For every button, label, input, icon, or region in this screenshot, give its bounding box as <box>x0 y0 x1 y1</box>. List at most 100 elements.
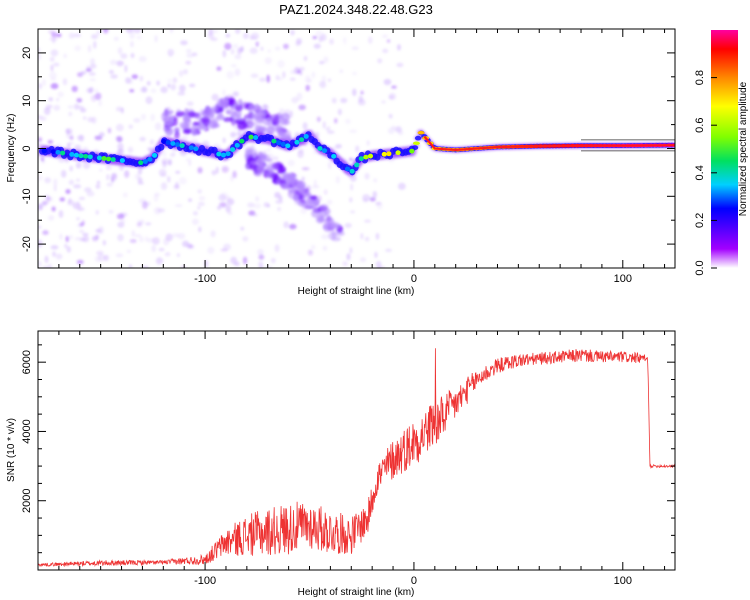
noise-blob <box>272 156 279 161</box>
noise-blob <box>250 73 259 78</box>
noise-blob <box>157 208 166 213</box>
x-tick-label: -100 <box>194 273 216 285</box>
noise-blob <box>102 29 109 34</box>
noise-blob <box>225 33 231 38</box>
noise-blob <box>88 72 96 76</box>
lower-branch-blob <box>304 191 312 197</box>
noise-blob <box>69 165 73 172</box>
noise-blob <box>95 184 101 189</box>
noise-blob <box>234 68 241 76</box>
x-tick-label: 0 <box>411 575 417 587</box>
noise-blob <box>91 34 99 40</box>
noise-blob <box>290 69 296 75</box>
spectrogram-noise-cloud <box>38 29 406 268</box>
ridge-core-blob <box>411 145 419 151</box>
noise-blob <box>115 135 122 142</box>
noise-blob <box>139 136 146 142</box>
ridge-peak-blob <box>87 154 93 160</box>
noise-blob <box>76 135 84 141</box>
noise-blob <box>46 196 51 202</box>
noise-blob <box>183 69 188 75</box>
noise-blob <box>255 196 260 202</box>
noise-blob <box>124 64 128 73</box>
noise-blob <box>128 124 134 129</box>
noise-blob <box>110 74 118 79</box>
noise-blob <box>48 215 55 221</box>
noise-blob <box>180 40 188 46</box>
colorbar-tick-label: 0.8 <box>694 70 706 85</box>
noise-blob <box>53 62 60 67</box>
noise-blob <box>325 126 331 132</box>
lower-branch-blob <box>248 163 259 171</box>
x-tick-label: -100 <box>194 575 216 587</box>
noise-blob <box>267 204 271 208</box>
lower-branch-blob <box>335 230 345 236</box>
noise-blob <box>322 245 328 251</box>
noise-blob <box>102 240 107 246</box>
noise-blob <box>95 210 99 215</box>
noise-blob <box>108 209 114 214</box>
ridge-peak-blob <box>381 151 387 157</box>
upper-branch-blob <box>175 111 186 117</box>
y-tick-label: 20 <box>21 47 33 59</box>
noise-blob <box>65 189 71 194</box>
noise-blob <box>177 232 186 240</box>
noise-blob <box>369 196 376 202</box>
noise-blob <box>211 170 217 176</box>
noise-blob <box>185 157 192 162</box>
ridge-peak-blob <box>220 152 227 158</box>
noise-blob <box>258 254 265 260</box>
noise-blob <box>38 83 42 90</box>
noise-blob <box>382 48 389 54</box>
noise-blob <box>175 170 181 174</box>
noise-blob <box>282 71 286 79</box>
upper-branch-blob <box>216 98 224 107</box>
noise-blob <box>161 157 170 165</box>
lower-branch-blob <box>301 201 310 209</box>
noise-blob <box>94 88 99 93</box>
noise-blob <box>98 99 103 107</box>
snr-panel: -100 0 100 2000 4000 6000 Height of straight … <box>6 330 676 598</box>
noise-blob <box>106 173 110 181</box>
noise-blob <box>51 206 56 212</box>
y-tick-label: -20 <box>21 236 33 252</box>
noise-blob <box>364 219 371 223</box>
noise-blob <box>88 87 93 94</box>
noise-blob <box>144 236 149 242</box>
ridge-peak-blob <box>294 139 300 145</box>
noise-blob <box>251 32 259 40</box>
noise-blob <box>42 79 46 87</box>
noise-blob <box>124 170 130 178</box>
noise-blob <box>391 125 395 130</box>
lower-branch-blob <box>256 164 265 173</box>
ridge-peak-blob <box>253 135 259 140</box>
spectrogram-x-axis-label: Height of straight line (km) <box>298 286 415 297</box>
noise-blob <box>76 217 80 221</box>
noise-blob <box>396 44 401 51</box>
colorbar-tick-label: 0.0 <box>694 260 706 275</box>
noise-blob <box>59 197 66 202</box>
noise-blob <box>115 123 124 132</box>
ridge-peak-blob <box>50 149 57 155</box>
upper-branch-blob <box>199 124 204 130</box>
noise-blob <box>120 219 126 224</box>
noise-blob <box>170 83 176 91</box>
noise-blob <box>232 43 239 49</box>
noise-blob <box>362 198 369 203</box>
noise-blob <box>50 83 59 90</box>
noise-blob <box>79 229 85 233</box>
noise-blob <box>301 176 305 181</box>
noise-blob <box>375 201 382 206</box>
noise-blob <box>266 147 272 153</box>
noise-blob <box>230 63 237 68</box>
noise-blob <box>381 100 386 104</box>
noise-blob <box>66 246 72 253</box>
upper-branch-blob <box>267 118 273 127</box>
noise-blob <box>275 74 280 80</box>
noise-blob <box>260 46 264 51</box>
y-tick-label: -10 <box>21 188 33 204</box>
noise-blob <box>74 45 82 52</box>
upper-branch-blob <box>198 117 208 124</box>
